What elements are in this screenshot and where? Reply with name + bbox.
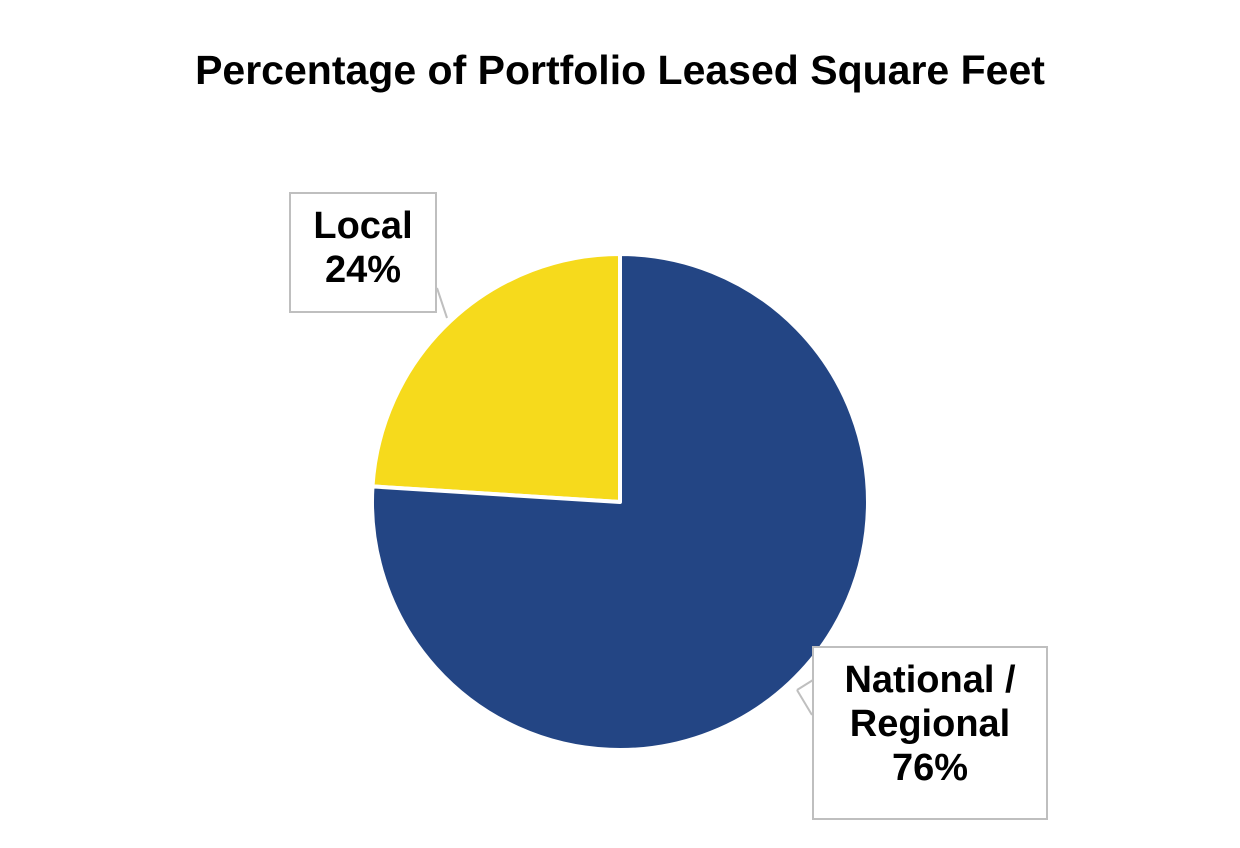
data-label: Local 24%	[289, 192, 437, 313]
pie-slice	[370, 252, 870, 752]
pie-slice	[370, 252, 622, 504]
leader-line	[796, 689, 813, 716]
label-category: Local	[313, 205, 413, 247]
leader-line	[436, 287, 448, 319]
data-label: National / Regional 76%	[812, 646, 1048, 820]
leader-line	[796, 679, 814, 691]
chart-title: Percentage of Portfolio Leased Square Fe…	[195, 47, 1045, 93]
label-value: 76%	[891, 747, 969, 789]
label-category: National / Regional	[844, 659, 1016, 745]
label-value: 24%	[324, 249, 402, 291]
